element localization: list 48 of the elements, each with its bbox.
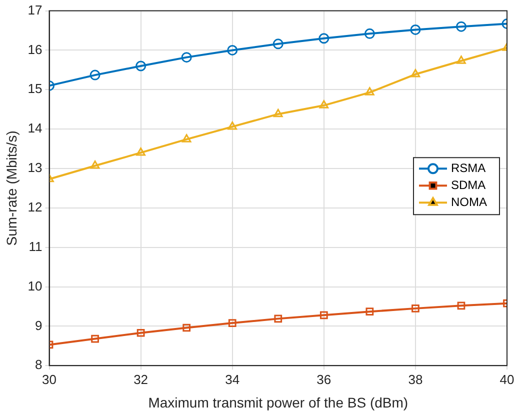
point xyxy=(136,147,146,156)
y-tick-label: 17 xyxy=(28,2,42,18)
y-tick-label: 15 xyxy=(28,81,42,96)
point xyxy=(136,60,146,72)
point xyxy=(91,334,99,343)
x-tick-label: 36 xyxy=(316,372,332,387)
y-tick-label: 14 xyxy=(28,120,42,136)
point xyxy=(366,308,374,316)
point xyxy=(365,87,374,96)
y-tick-label: 9 xyxy=(35,318,42,333)
legend-label: SDMA xyxy=(451,178,486,192)
y-tick-label: 11 xyxy=(28,238,42,254)
legend-label: RSMA xyxy=(451,160,486,175)
y-tick-label: 8 xyxy=(35,357,42,372)
legend-label: NOMA xyxy=(451,194,487,209)
point xyxy=(410,69,420,78)
point xyxy=(319,100,329,108)
point xyxy=(136,328,145,337)
x-tick-label: 38 xyxy=(408,372,423,387)
point xyxy=(182,324,191,332)
point xyxy=(181,52,192,63)
point xyxy=(182,134,192,142)
y-tick-label: 12 xyxy=(28,199,42,214)
point xyxy=(456,21,466,32)
x-tick-label: 34 xyxy=(225,372,240,387)
x-tick-label: 40 xyxy=(500,372,514,387)
point xyxy=(456,56,466,64)
y-axis-title: Sum-rate (Mbits/s) xyxy=(3,130,20,246)
point xyxy=(272,38,284,50)
x-axis-title: Maximum transmit power of the BS (dBm) xyxy=(148,394,408,410)
point xyxy=(90,160,100,169)
x-tick-label: 32 xyxy=(134,372,148,387)
y-tick-label: 13 xyxy=(28,160,42,176)
point xyxy=(364,28,375,39)
point xyxy=(318,33,330,44)
point xyxy=(228,319,236,327)
x-tick-label: 30 xyxy=(42,372,56,387)
point xyxy=(410,24,421,35)
point xyxy=(457,302,466,310)
point xyxy=(90,70,100,80)
y-tick-label: 16 xyxy=(28,42,42,57)
point xyxy=(227,44,238,56)
point xyxy=(320,311,328,320)
y-tick-label: 10 xyxy=(28,278,42,294)
point xyxy=(228,121,238,130)
point xyxy=(273,108,283,118)
point xyxy=(412,304,420,312)
point xyxy=(274,314,282,323)
